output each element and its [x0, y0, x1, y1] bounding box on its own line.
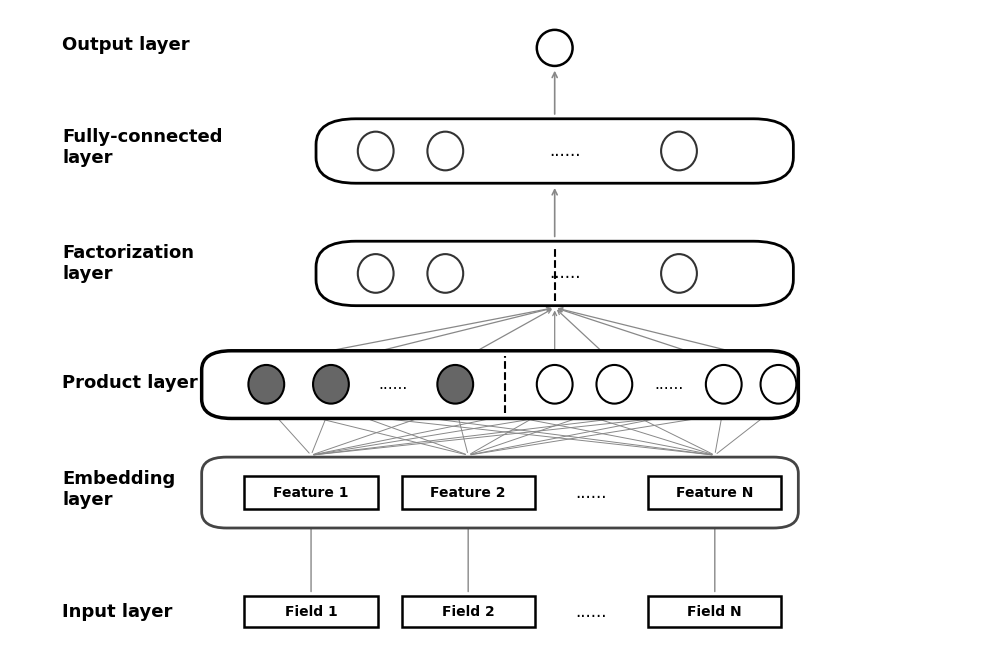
Text: ......: ......: [576, 603, 607, 621]
Ellipse shape: [761, 365, 796, 404]
Ellipse shape: [358, 254, 394, 292]
Text: Feature N: Feature N: [676, 486, 753, 500]
Text: Field N: Field N: [687, 604, 742, 619]
FancyBboxPatch shape: [316, 241, 793, 306]
Text: Product layer: Product layer: [62, 374, 198, 392]
Text: Fully-connected
layer: Fully-connected layer: [62, 129, 223, 167]
Text: Feature 1: Feature 1: [273, 486, 349, 500]
Bar: [244, 596, 378, 627]
Text: Field 1: Field 1: [285, 604, 337, 619]
Text: Output layer: Output layer: [62, 36, 190, 54]
Ellipse shape: [537, 30, 573, 66]
Ellipse shape: [661, 254, 697, 292]
Text: ......: ......: [549, 142, 580, 160]
Bar: [244, 476, 378, 510]
Ellipse shape: [427, 254, 463, 292]
Bar: [402, 476, 535, 510]
Text: Feature 2: Feature 2: [430, 486, 506, 500]
Ellipse shape: [248, 365, 284, 404]
Bar: [402, 596, 535, 627]
FancyBboxPatch shape: [202, 351, 798, 419]
Text: Factorization
layer: Factorization layer: [62, 244, 194, 283]
Ellipse shape: [706, 365, 742, 404]
Ellipse shape: [358, 132, 394, 170]
Text: Input layer: Input layer: [62, 603, 173, 621]
Text: Field 2: Field 2: [442, 604, 495, 619]
Text: ......: ......: [576, 484, 607, 502]
Ellipse shape: [437, 365, 473, 404]
Bar: [648, 476, 781, 510]
FancyBboxPatch shape: [316, 119, 793, 183]
Ellipse shape: [537, 365, 573, 404]
Text: ......: ......: [549, 265, 580, 283]
Ellipse shape: [313, 365, 349, 404]
Text: ......: ......: [378, 377, 407, 392]
Bar: [648, 596, 781, 627]
Text: ......: ......: [654, 377, 684, 392]
FancyBboxPatch shape: [202, 457, 798, 528]
Ellipse shape: [596, 365, 632, 404]
Ellipse shape: [661, 132, 697, 170]
Text: Embedding
layer: Embedding layer: [62, 470, 176, 509]
Ellipse shape: [427, 132, 463, 170]
